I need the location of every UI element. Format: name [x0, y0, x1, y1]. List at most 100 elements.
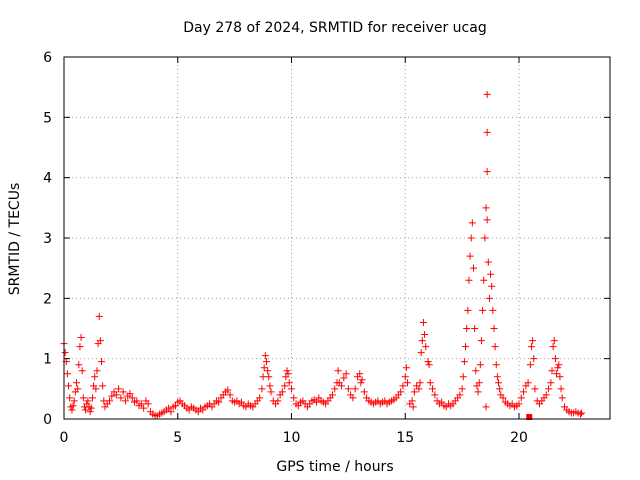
data-point-marker — [474, 388, 482, 396]
data-point-marker — [472, 367, 480, 375]
data-point-marker — [121, 397, 129, 405]
data-point-marker — [117, 394, 125, 402]
data-point-marker — [226, 391, 234, 399]
data-point-marker — [404, 379, 412, 387]
y-tick-labels: 0 1 2 3 4 5 6 — [43, 50, 52, 428]
data-point-marker — [426, 379, 434, 387]
data-point-marker — [278, 388, 286, 396]
data-point-marker — [550, 337, 558, 345]
data-point-marker — [401, 373, 409, 381]
data-point-marker — [576, 410, 584, 418]
data-point-marker — [492, 361, 500, 369]
data-point-marker — [431, 391, 439, 399]
x-tick-label: 0 — [60, 430, 69, 446]
data-point-marker — [482, 403, 490, 411]
data-point-marker — [496, 385, 504, 393]
data-point-marker — [549, 343, 557, 351]
y-tick-label: 0 — [43, 412, 52, 428]
data-point-marker — [557, 385, 565, 393]
data-point-marker — [479, 306, 487, 314]
data-point-marker — [484, 258, 492, 266]
data-point-marker — [73, 379, 81, 387]
data-point-marker — [66, 394, 74, 402]
data-point-marker — [397, 388, 405, 396]
data-point-marker — [487, 270, 495, 278]
data-point-marker — [545, 385, 553, 393]
x-tick-label: 15 — [396, 430, 414, 446]
data-point-marker — [194, 408, 202, 416]
data-point-marker — [237, 398, 245, 406]
data-point-marker — [91, 373, 99, 381]
data-point-marker — [425, 361, 433, 369]
data-point-marker — [475, 379, 483, 387]
data-point-marker — [88, 394, 96, 402]
data-point-marker — [265, 373, 273, 381]
y-tick-label: 3 — [43, 231, 52, 247]
data-point-marker — [548, 367, 556, 375]
data-point-marker — [526, 361, 534, 369]
data-point-marker — [274, 397, 282, 405]
data-point-marker — [65, 382, 73, 390]
data-point-marker — [262, 358, 270, 366]
data-point-marker — [429, 385, 437, 393]
data-point-marker — [483, 128, 491, 136]
y-tick-label: 2 — [43, 291, 52, 307]
data-point-marker — [338, 382, 346, 390]
data-point-marker — [408, 397, 416, 405]
data-point-marker — [93, 367, 101, 375]
data-point-marker — [115, 385, 123, 393]
data-point-marker — [499, 394, 507, 402]
data-point-marker — [294, 402, 302, 410]
data-point-marker — [165, 404, 173, 412]
data-point-marker — [342, 370, 350, 378]
data-point-marker — [480, 276, 488, 284]
data-point-marker — [542, 391, 550, 399]
data-point-marker — [108, 392, 116, 400]
data-point-marker — [112, 391, 120, 399]
data-point-marker — [531, 385, 539, 393]
data-point-marker — [470, 264, 477, 272]
data-point-marker — [578, 409, 586, 417]
data-point-marker — [554, 364, 562, 372]
y-tick-label: 5 — [43, 110, 52, 126]
data-point-marker — [99, 382, 107, 390]
y-tick-label: 6 — [43, 50, 52, 66]
data-point-marker — [528, 343, 536, 351]
x-tick-label: 10 — [283, 430, 301, 446]
data-point-marker — [524, 379, 532, 387]
data-point-marker — [495, 379, 503, 387]
y-tick-label: 1 — [43, 352, 52, 368]
data-point-marker — [415, 385, 423, 393]
data-point-marker — [471, 325, 479, 332]
data-point-marker — [140, 404, 148, 412]
data-point-marker — [418, 337, 426, 345]
data-point-marker — [98, 358, 106, 366]
data-point-marker — [399, 382, 407, 390]
data-point-marker — [87, 404, 95, 412]
data-point-marker — [267, 388, 275, 396]
data-point-marker — [466, 252, 474, 260]
chart-title: Day 278 of 2024, SRMTID for receiver uca… — [183, 20, 486, 36]
data-point-marker — [488, 282, 496, 290]
data-point-marker — [485, 294, 493, 302]
data-point-marker — [477, 337, 485, 345]
data-point-marker — [340, 374, 348, 382]
data-point-marker — [483, 90, 491, 98]
data-point-marker — [529, 337, 537, 345]
data-point-marker — [551, 355, 559, 363]
data-point-marker — [483, 216, 491, 224]
data-point-marker — [283, 367, 291, 375]
data-point-marker — [119, 388, 127, 396]
data-point-marker — [490, 325, 498, 332]
data-point-marker — [215, 398, 223, 406]
data-point-marker — [77, 334, 85, 342]
data-point-marker — [285, 379, 293, 387]
data-point-marker — [258, 385, 266, 393]
data-point-marker — [351, 385, 359, 393]
data-point-marker — [61, 349, 69, 357]
data-point-marker — [558, 394, 566, 402]
data-point-marker — [520, 388, 528, 396]
data-point-marker — [465, 276, 473, 284]
data-point-marker — [284, 370, 292, 378]
